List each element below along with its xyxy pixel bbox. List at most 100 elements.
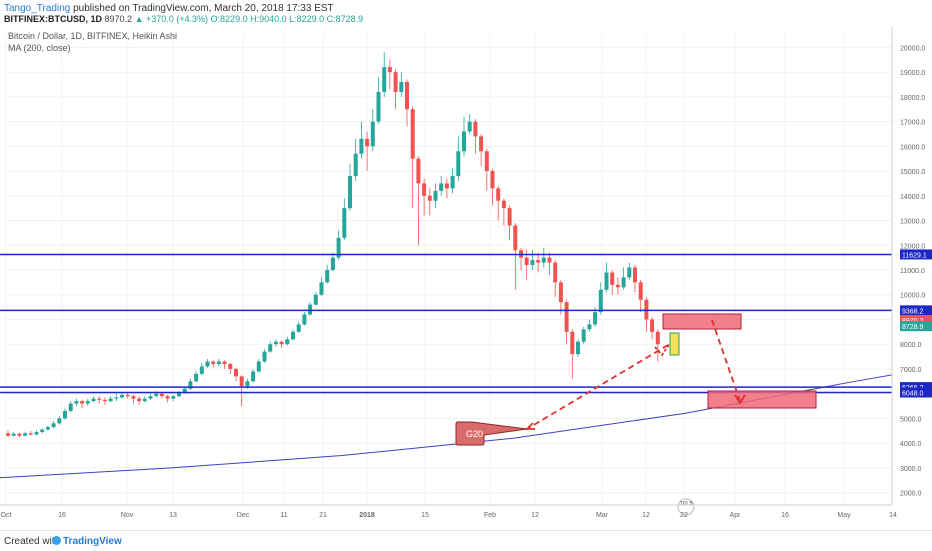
- candle-body: [97, 398, 102, 400]
- ma200-line: [0, 367, 932, 479]
- price-tick-label: 19000.0: [900, 70, 925, 77]
- candle-body: [308, 304, 313, 315]
- candle-body: [422, 183, 427, 196]
- time-tick-label: 11: [280, 512, 287, 519]
- candle-body: [285, 339, 290, 345]
- candle-body: [137, 398, 142, 402]
- candle-body: [120, 394, 124, 398]
- symbol-name: BITFINEX:BTCUSD, 1D: [4, 14, 103, 24]
- candle-body: [148, 396, 153, 399]
- candle-body: [473, 121, 478, 137]
- candle-body: [462, 131, 466, 152]
- candle-body: [593, 312, 598, 325]
- candle-body: [211, 361, 216, 364]
- candle-body: [188, 381, 193, 389]
- candle-body: [382, 67, 387, 92]
- price-tick-label: 20000.0: [900, 45, 925, 52]
- candle-body: [262, 351, 267, 362]
- candle-body: [365, 138, 370, 147]
- candle-body: [342, 208, 347, 238]
- price-tick-label: 11000.0: [900, 268, 925, 275]
- candle-body: [17, 433, 22, 436]
- price-tick-label: 2000.0: [900, 491, 922, 498]
- candle-body: [45, 427, 50, 430]
- price-tick-label: 3000.0: [900, 466, 922, 473]
- candle-body: [222, 361, 227, 364]
- candle-body: [541, 257, 546, 263]
- candle-body: [40, 429, 45, 433]
- ohlc-values: O:8229.0 H:9040.0 L:8229.0 C:8728.9: [210, 14, 364, 24]
- candle-body: [199, 366, 204, 374]
- publish-header: Tango_Trading published on TradingView.c…: [0, 0, 932, 24]
- candle-body: [353, 153, 358, 176]
- candle-body: [370, 121, 375, 147]
- mini-arrow: [654, 342, 671, 357]
- tradingview-link[interactable]: TradingView: [63, 536, 122, 547]
- time-tick-label: 22: [680, 512, 688, 519]
- candle-body: [456, 151, 461, 176]
- published-text: published on TradingView.com, March 20, …: [73, 3, 334, 14]
- time-tick-label: 21: [319, 512, 327, 519]
- candle-body: [570, 331, 575, 355]
- time-tick-label: 12: [642, 512, 650, 519]
- candle-body: [530, 260, 535, 266]
- time-tick-label: Nov: [121, 512, 134, 519]
- candle-body: [564, 302, 569, 332]
- price-label-box: [900, 321, 932, 332]
- candle-body: [490, 171, 495, 189]
- time-tick-label: 16: [58, 512, 66, 519]
- candle-body: [633, 267, 637, 283]
- created-with-text: Created with: [4, 536, 61, 547]
- time-tick-label: Mar: [596, 512, 609, 519]
- candle-body: [581, 329, 586, 342]
- candle-body: [507, 208, 512, 226]
- price-tick-label: 5000.0: [900, 416, 922, 423]
- candle-body: [348, 176, 352, 209]
- candle-body: [57, 418, 62, 424]
- candle-body: [325, 270, 330, 283]
- symbol-line: BITFINEX:BTCUSD, 1D 8970.2 ▲ +370.0 (+4.…: [4, 14, 363, 24]
- candle-body: [68, 403, 73, 411]
- candle-body: [177, 392, 181, 397]
- candle-body: [171, 396, 176, 399]
- price-tick-label: 10000.0: [900, 293, 925, 300]
- g20-callout: [455, 421, 528, 446]
- author-link[interactable]: Tango_Trading: [4, 3, 71, 14]
- highlight-candle-box: [669, 332, 680, 356]
- candle-body: [576, 341, 580, 355]
- candle-body: [313, 294, 318, 305]
- candle-body: [467, 121, 472, 132]
- candle-body: [165, 396, 170, 399]
- candle-body: [330, 257, 335, 270]
- candle-body: [439, 183, 444, 191]
- price-label-text: 11629.1: [902, 252, 927, 259]
- candle-body: [194, 373, 199, 382]
- candle-body: [444, 183, 449, 189]
- price-tick-label: 8000.0: [900, 342, 922, 349]
- candle-body: [644, 299, 649, 320]
- candle-body: [182, 388, 187, 393]
- candle-body: [598, 289, 603, 313]
- price-tick-label: 4000.0: [900, 441, 922, 448]
- candle-body: [142, 398, 147, 402]
- candle-body: [80, 401, 85, 404]
- price-tick-label: 18000.0: [900, 95, 925, 102]
- candle-body: [479, 136, 484, 152]
- candle-body: [359, 138, 364, 154]
- candle-body: [416, 158, 421, 184]
- candle-body: [216, 361, 221, 364]
- ma-layer: [0, 367, 932, 479]
- tradingview-logo-icon: [52, 536, 61, 545]
- time-tick-label: 13: [169, 512, 177, 519]
- time-tick-label: 15: [421, 512, 429, 519]
- time-tick-label: 2018: [359, 512, 375, 519]
- projection-arrow: [711, 319, 741, 402]
- candle-body: [410, 109, 415, 159]
- price-chart[interactable]: G20 101.5 2000.03000.04000.05000.06000.07…: [0, 27, 932, 530]
- candle-body: [650, 319, 655, 332]
- resistance-zone: [662, 313, 742, 330]
- axis-layer: 2000.03000.04000.05000.06000.07000.08000…: [0, 27, 932, 530]
- price-label-box: [900, 305, 932, 316]
- price-tick-label: 13000.0: [900, 219, 925, 226]
